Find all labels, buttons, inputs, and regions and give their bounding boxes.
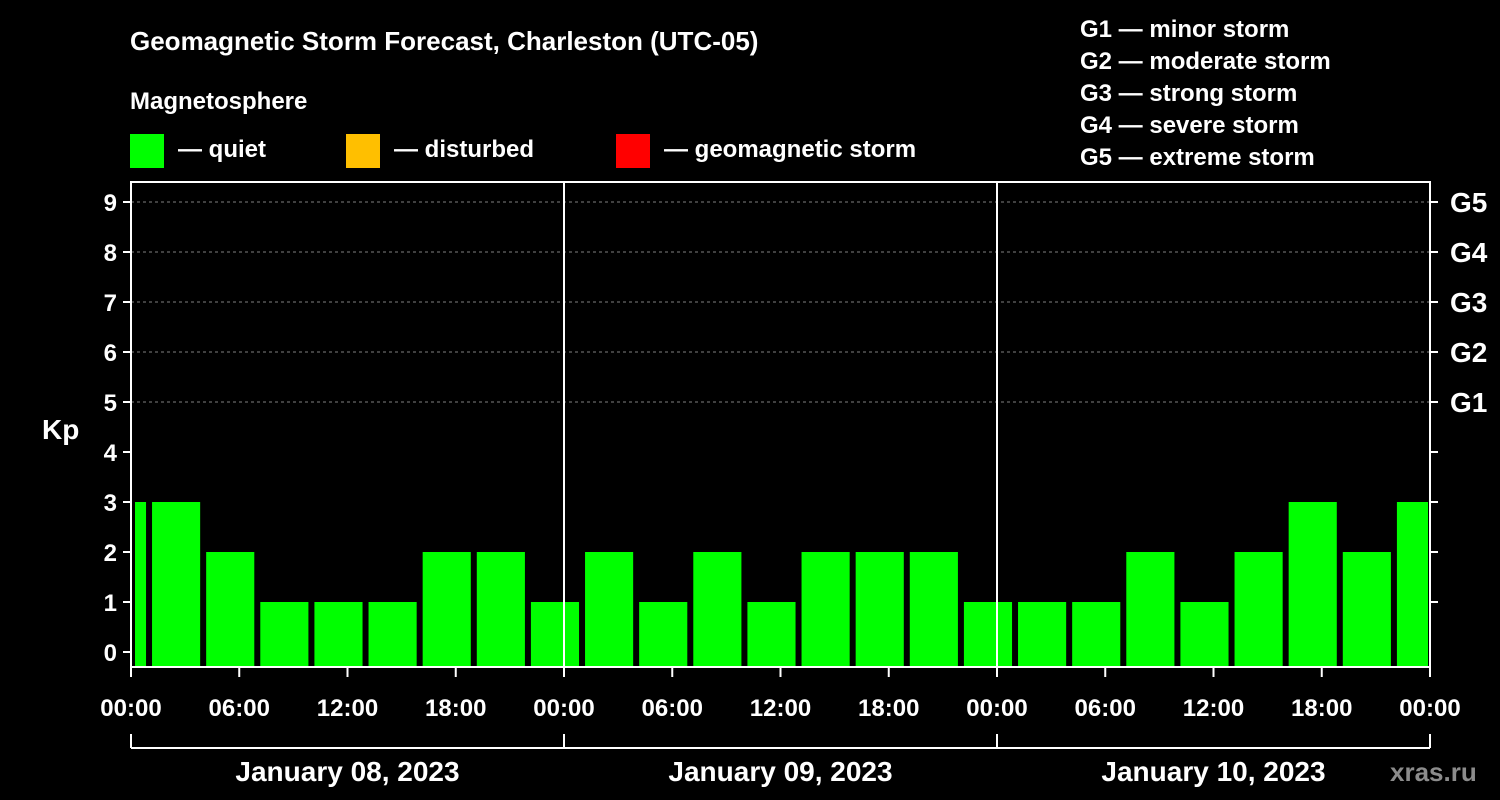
legend-label-quiet: — quiet <box>178 136 266 163</box>
g-scale-g4: G4 — severe storm <box>1080 112 1299 139</box>
x-tick-label-3: 18:00 <box>425 695 486 722</box>
y-tick-label-5: 5 <box>104 390 117 417</box>
chart-subtitle: Magnetosphere <box>130 88 307 115</box>
bar-24 <box>1396 502 1428 667</box>
legend-swatch-disturbed <box>346 134 380 168</box>
g-tick-label-g2: G2 <box>1450 337 1487 368</box>
bar-4 <box>314 602 363 667</box>
legend: — quiet — disturbed — geomagnetic storm <box>130 134 916 168</box>
bar-3 <box>260 602 309 667</box>
bars <box>135 502 1428 667</box>
bar-22 <box>1288 502 1337 667</box>
bar-23 <box>1342 552 1391 667</box>
x-tick-label-4: 00:00 <box>533 695 594 722</box>
bar-20 <box>1180 602 1229 667</box>
x-tick-label-7: 18:00 <box>858 695 919 722</box>
date-labels: January 08, 2023 January 09, 2023 January … <box>130 734 1431 787</box>
bar-8 <box>530 602 580 667</box>
y-tick-label-9: 9 <box>104 190 117 217</box>
legend-label-storm: — geomagnetic storm <box>664 136 916 163</box>
legend-swatch-storm <box>616 134 650 168</box>
bar-12 <box>747 602 796 667</box>
bar-0 <box>135 502 147 667</box>
y-tick-label-1: 1 <box>104 590 117 617</box>
bar-21 <box>1234 552 1283 667</box>
x-tick-label-8: 00:00 <box>966 695 1027 722</box>
x-tick-label-6: 12:00 <box>750 695 811 722</box>
bar-16 <box>963 602 1013 667</box>
watermark: xras.ru <box>1390 757 1477 787</box>
y-tick-label-2: 2 <box>104 540 117 567</box>
y-tick-label-8: 8 <box>104 240 117 267</box>
x-tick-label-0: 00:00 <box>100 695 161 722</box>
y-tick-label-3: 3 <box>104 490 117 517</box>
g-scale-g1: G1 — minor storm <box>1080 16 1289 43</box>
g-tick-label-g5: G5 <box>1450 187 1487 218</box>
g-scale-g2: G2 — moderate storm <box>1080 48 1331 75</box>
date-label-2: January 10, 2023 <box>1101 756 1325 787</box>
x-tick-label-9: 06:00 <box>1075 695 1136 722</box>
bar-7 <box>476 552 525 667</box>
bar-6 <box>422 552 471 667</box>
y-ticks: 0 1 2 3 4 5 6 7 8 9 <box>104 190 131 667</box>
g-scale-g5: G5 — extreme storm <box>1080 144 1315 171</box>
bar-15 <box>909 552 958 667</box>
y-axis-label: Kp <box>42 414 79 445</box>
g-tick-label-g1: G1 <box>1450 387 1487 418</box>
g-scale-legend: G1 — minor storm G2 — moderate storm G3 … <box>1080 16 1331 171</box>
bar-11 <box>693 552 742 667</box>
bar-17 <box>1018 602 1067 667</box>
y-tick-label-6: 6 <box>104 340 117 367</box>
chart-title: Geomagnetic Storm Forecast, Charleston (… <box>130 26 758 56</box>
g-scale-g3: G3 — strong storm <box>1080 80 1297 107</box>
x-tick-label-1: 06:00 <box>209 695 270 722</box>
g-tick-label-g3: G3 <box>1450 287 1487 318</box>
x-tick-label-2: 12:00 <box>317 695 378 722</box>
g-ticks: G1 G2 G3 G4 G5 <box>1430 187 1488 603</box>
legend-swatch-quiet <box>130 134 164 168</box>
bar-18 <box>1072 602 1121 667</box>
x-tick-label-11: 18:00 <box>1291 695 1352 722</box>
g-tick-label-g4: G4 <box>1450 237 1488 268</box>
x-tick-label-12: 00:00 <box>1399 695 1460 722</box>
x-tick-label-10: 12:00 <box>1183 695 1244 722</box>
gridlines <box>131 201 1430 403</box>
bar-2 <box>206 552 255 667</box>
x-ticks: 00:00 06:00 12:00 18:00 00:00 06:00 12:00 18:00… <box>100 667 1461 722</box>
y-tick-label-4: 4 <box>104 440 118 467</box>
date-label-1: January 09, 2023 <box>668 756 892 787</box>
legend-label-disturbed: — disturbed <box>394 136 534 163</box>
bar-5 <box>368 602 417 667</box>
bar-1 <box>152 502 201 667</box>
bar-19 <box>1126 552 1175 667</box>
bar-14 <box>855 552 904 667</box>
y-tick-label-7: 7 <box>104 290 117 317</box>
bar-9 <box>585 552 634 667</box>
y-tick-label-0: 0 <box>104 640 117 667</box>
date-label-0: January 08, 2023 <box>235 756 459 787</box>
bar-10 <box>639 602 688 667</box>
x-tick-label-5: 06:00 <box>642 695 703 722</box>
bar-13 <box>801 552 850 667</box>
